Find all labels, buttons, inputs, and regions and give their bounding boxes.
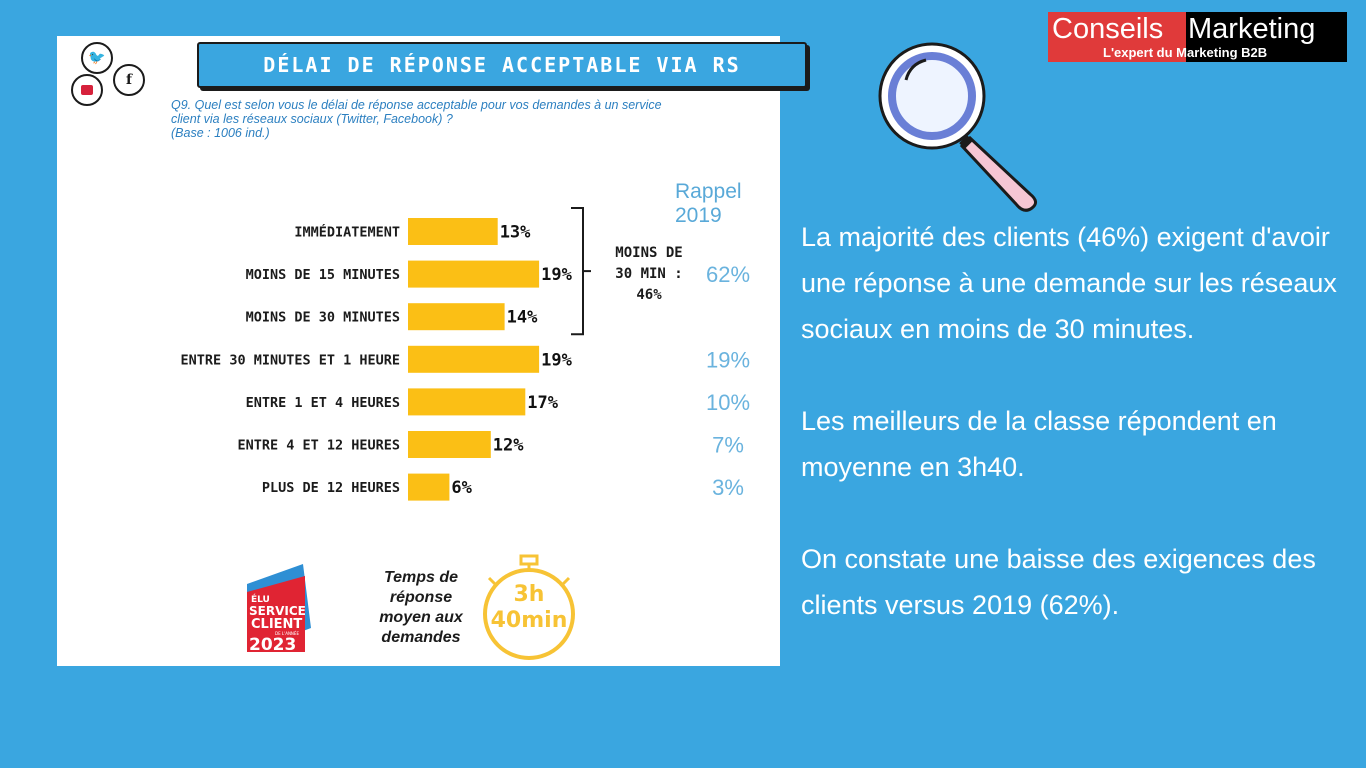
summary-paragraph: On constate une baisse des exigences des…	[801, 544, 1316, 620]
average-line: Temps de	[383, 569, 459, 586]
rappel-value: 3%	[712, 475, 744, 500]
twitter-icon: 🐦	[81, 42, 113, 74]
bar	[408, 260, 540, 288]
bracket-label-line: 30 MIN :	[615, 266, 683, 282]
category-label: MOINS DE 30 MINUTES	[246, 310, 400, 326]
service-client-badge: ÉLU SERVICE CLIENT DE L'ANNÉE 2023	[247, 564, 311, 652]
summary-paragraph: La majorité des clients (46%) exigent d'…	[801, 222, 1337, 344]
stopwatch-icon	[483, 554, 575, 660]
bracket-label: MOINS DE 30 MIN : 46%	[601, 243, 697, 306]
average-time-caption: Temps de réponse moyen aux demandes	[361, 568, 481, 648]
rappel-value: 10%	[706, 390, 750, 415]
logo-subtitle: L'expert du Marketing B2B	[1103, 45, 1268, 60]
bar-chart: IMMÉDIATEMENT 13% MOINS DE 15 MINUTES 19% MO…	[181, 207, 750, 501]
value-label: 6%	[451, 478, 472, 498]
badge-line: CLIENT	[251, 617, 302, 632]
infographic-card: 🐦 f DÉLAI DE RÉPONSE ACCEPTABLE VIA RS Q…	[57, 36, 807, 666]
bar	[408, 303, 505, 331]
category-label: ENTRE 30 MINUTES ET 1 HEURE	[181, 352, 400, 368]
badge-line: DE L'ANNÉE	[275, 631, 299, 636]
conseils-marketing-logo: Conseils Marketing L'expert du Marketing…	[1048, 12, 1347, 62]
badge-year: 2023	[249, 635, 296, 652]
magnifying-glass-icon	[878, 42, 1037, 212]
title-banner: DÉLAI DE RÉPONSE ACCEPTABLE VIA RS	[197, 42, 807, 88]
average-line: moyen aux	[379, 609, 463, 626]
summary-text: La majorité des clients (46%) exigent d'…	[801, 214, 1351, 674]
value-label: 12%	[493, 436, 524, 456]
chart-title: DÉLAI DE RÉPONSE ACCEPTABLE VIA RS	[263, 53, 741, 77]
facebook-icon: f	[113, 64, 145, 96]
value-label: 13%	[500, 223, 531, 243]
value-label: 17%	[527, 393, 558, 413]
category-label: ENTRE 4 ET 12 HEURES	[237, 438, 400, 454]
timer-minutes: 40min	[490, 608, 568, 633]
average-line: réponse	[389, 589, 453, 606]
category-label: PLUS DE 12 HEURES	[262, 480, 400, 496]
rappel-value: 19%	[706, 347, 750, 372]
logo-red-block	[1048, 12, 1186, 62]
rappel-header: Rappel 2019	[675, 180, 742, 227]
category-label: IMMÉDIATEMENT	[294, 224, 400, 241]
bracket-label-line: MOINS DE	[615, 245, 683, 261]
summary-paragraph: Les meilleurs de la classe répondent en …	[801, 406, 1277, 482]
bar	[408, 388, 526, 416]
bracket-label-line: 46%	[636, 287, 662, 303]
value-label: 19%	[541, 265, 572, 285]
value-label: 14%	[507, 308, 538, 328]
badge-line: ÉLU	[251, 593, 270, 605]
rappel-value: 7%	[712, 433, 744, 458]
average-time-value: 3h 40min	[475, 582, 583, 634]
question-line: Q9. Quel est selon vous le délai de répo…	[171, 98, 662, 112]
logo-word-marketing: Marketing	[1188, 13, 1316, 45]
question-line: client via les réseaux sociaux (Twitter,…	[171, 112, 453, 126]
category-label: ENTRE 1 ET 4 HEURES	[246, 395, 400, 411]
bar	[408, 431, 491, 458]
rappel-value: 62%	[706, 262, 750, 287]
question-text: Q9. Quel est selon vous le délai de répo…	[171, 98, 771, 140]
logo-word-conseils: Conseils	[1052, 13, 1164, 45]
bracket	[571, 207, 584, 336]
average-line: demandes	[381, 629, 461, 646]
category-label: MOINS DE 15 MINUTES	[246, 267, 400, 283]
question-base: (Base : 1006 ind.)	[171, 126, 270, 140]
timer-hours: 3h	[513, 582, 545, 607]
bar	[408, 345, 540, 373]
instagram-icon	[71, 74, 103, 106]
bar	[408, 473, 450, 501]
value-label: 19%	[541, 350, 572, 370]
badge-line: SERVICE	[249, 604, 306, 618]
bar	[408, 218, 498, 245]
